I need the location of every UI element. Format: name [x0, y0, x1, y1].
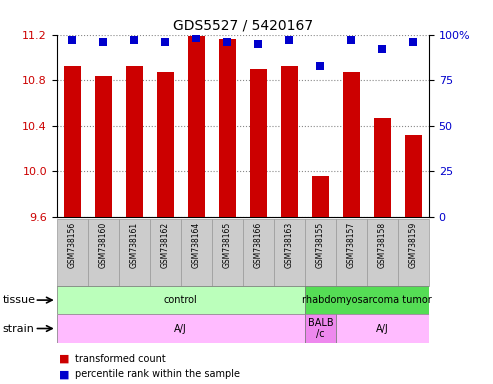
Text: GSM738163: GSM738163 [285, 222, 294, 268]
Bar [95, 76, 112, 217]
Point [130, 37, 138, 43]
Bar [305, 286, 429, 314]
Text: GSM738161: GSM738161 [130, 222, 139, 268]
Text: GSM738162: GSM738162 [161, 222, 170, 268]
Text: percentile rank within the sample: percentile rank within the sample [75, 369, 240, 379]
Text: ■: ■ [59, 354, 73, 364]
Bar [57, 286, 305, 314]
Bar [367, 219, 398, 286]
Point [254, 41, 262, 47]
Point [379, 46, 387, 52]
Bar [188, 36, 205, 217]
Bar [250, 69, 267, 217]
Bar [88, 219, 119, 286]
Text: tissue: tissue [2, 295, 35, 305]
Bar [305, 219, 336, 286]
Bar [181, 219, 212, 286]
Text: transformed count: transformed count [75, 354, 166, 364]
Text: GSM738165: GSM738165 [223, 222, 232, 268]
Bar [219, 39, 236, 217]
Bar [243, 219, 274, 286]
Text: ■: ■ [59, 369, 73, 379]
Bar [274, 219, 305, 286]
Bar [57, 314, 305, 343]
Text: control: control [164, 295, 198, 305]
Point [68, 37, 76, 43]
Text: GSM738166: GSM738166 [254, 222, 263, 268]
Bar [212, 219, 243, 286]
Text: strain: strain [2, 323, 35, 334]
Bar [305, 314, 336, 343]
Text: GSM738159: GSM738159 [409, 222, 418, 268]
Bar [64, 66, 81, 217]
Bar [336, 314, 429, 343]
Text: GSM738158: GSM738158 [378, 222, 387, 268]
Point [317, 63, 324, 69]
Bar [126, 66, 143, 217]
Point [99, 39, 107, 45]
Text: A/J: A/J [175, 323, 187, 334]
Point [285, 37, 293, 43]
Bar [374, 118, 391, 217]
Point [192, 35, 200, 41]
Bar [150, 219, 181, 286]
Text: BALB
/c: BALB /c [308, 318, 333, 339]
Bar [157, 72, 174, 217]
Title: GDS5527 / 5420167: GDS5527 / 5420167 [173, 18, 313, 32]
Text: GSM738164: GSM738164 [192, 222, 201, 268]
Bar [343, 72, 360, 217]
Bar [312, 176, 329, 217]
Bar [57, 219, 88, 286]
Point [348, 37, 355, 43]
Bar [398, 219, 429, 286]
Point [161, 39, 169, 45]
Text: GSM738157: GSM738157 [347, 222, 356, 268]
Text: GSM738155: GSM738155 [316, 222, 325, 268]
Point [223, 39, 231, 45]
Bar [281, 66, 298, 217]
Text: GSM738156: GSM738156 [68, 222, 77, 268]
Bar [336, 219, 367, 286]
Text: A/J: A/J [376, 323, 389, 334]
Point [410, 39, 418, 45]
Text: GSM738160: GSM738160 [99, 222, 108, 268]
Text: rhabdomyosarcoma tumor: rhabdomyosarcoma tumor [302, 295, 432, 305]
Bar [405, 135, 422, 217]
Bar [119, 219, 150, 286]
